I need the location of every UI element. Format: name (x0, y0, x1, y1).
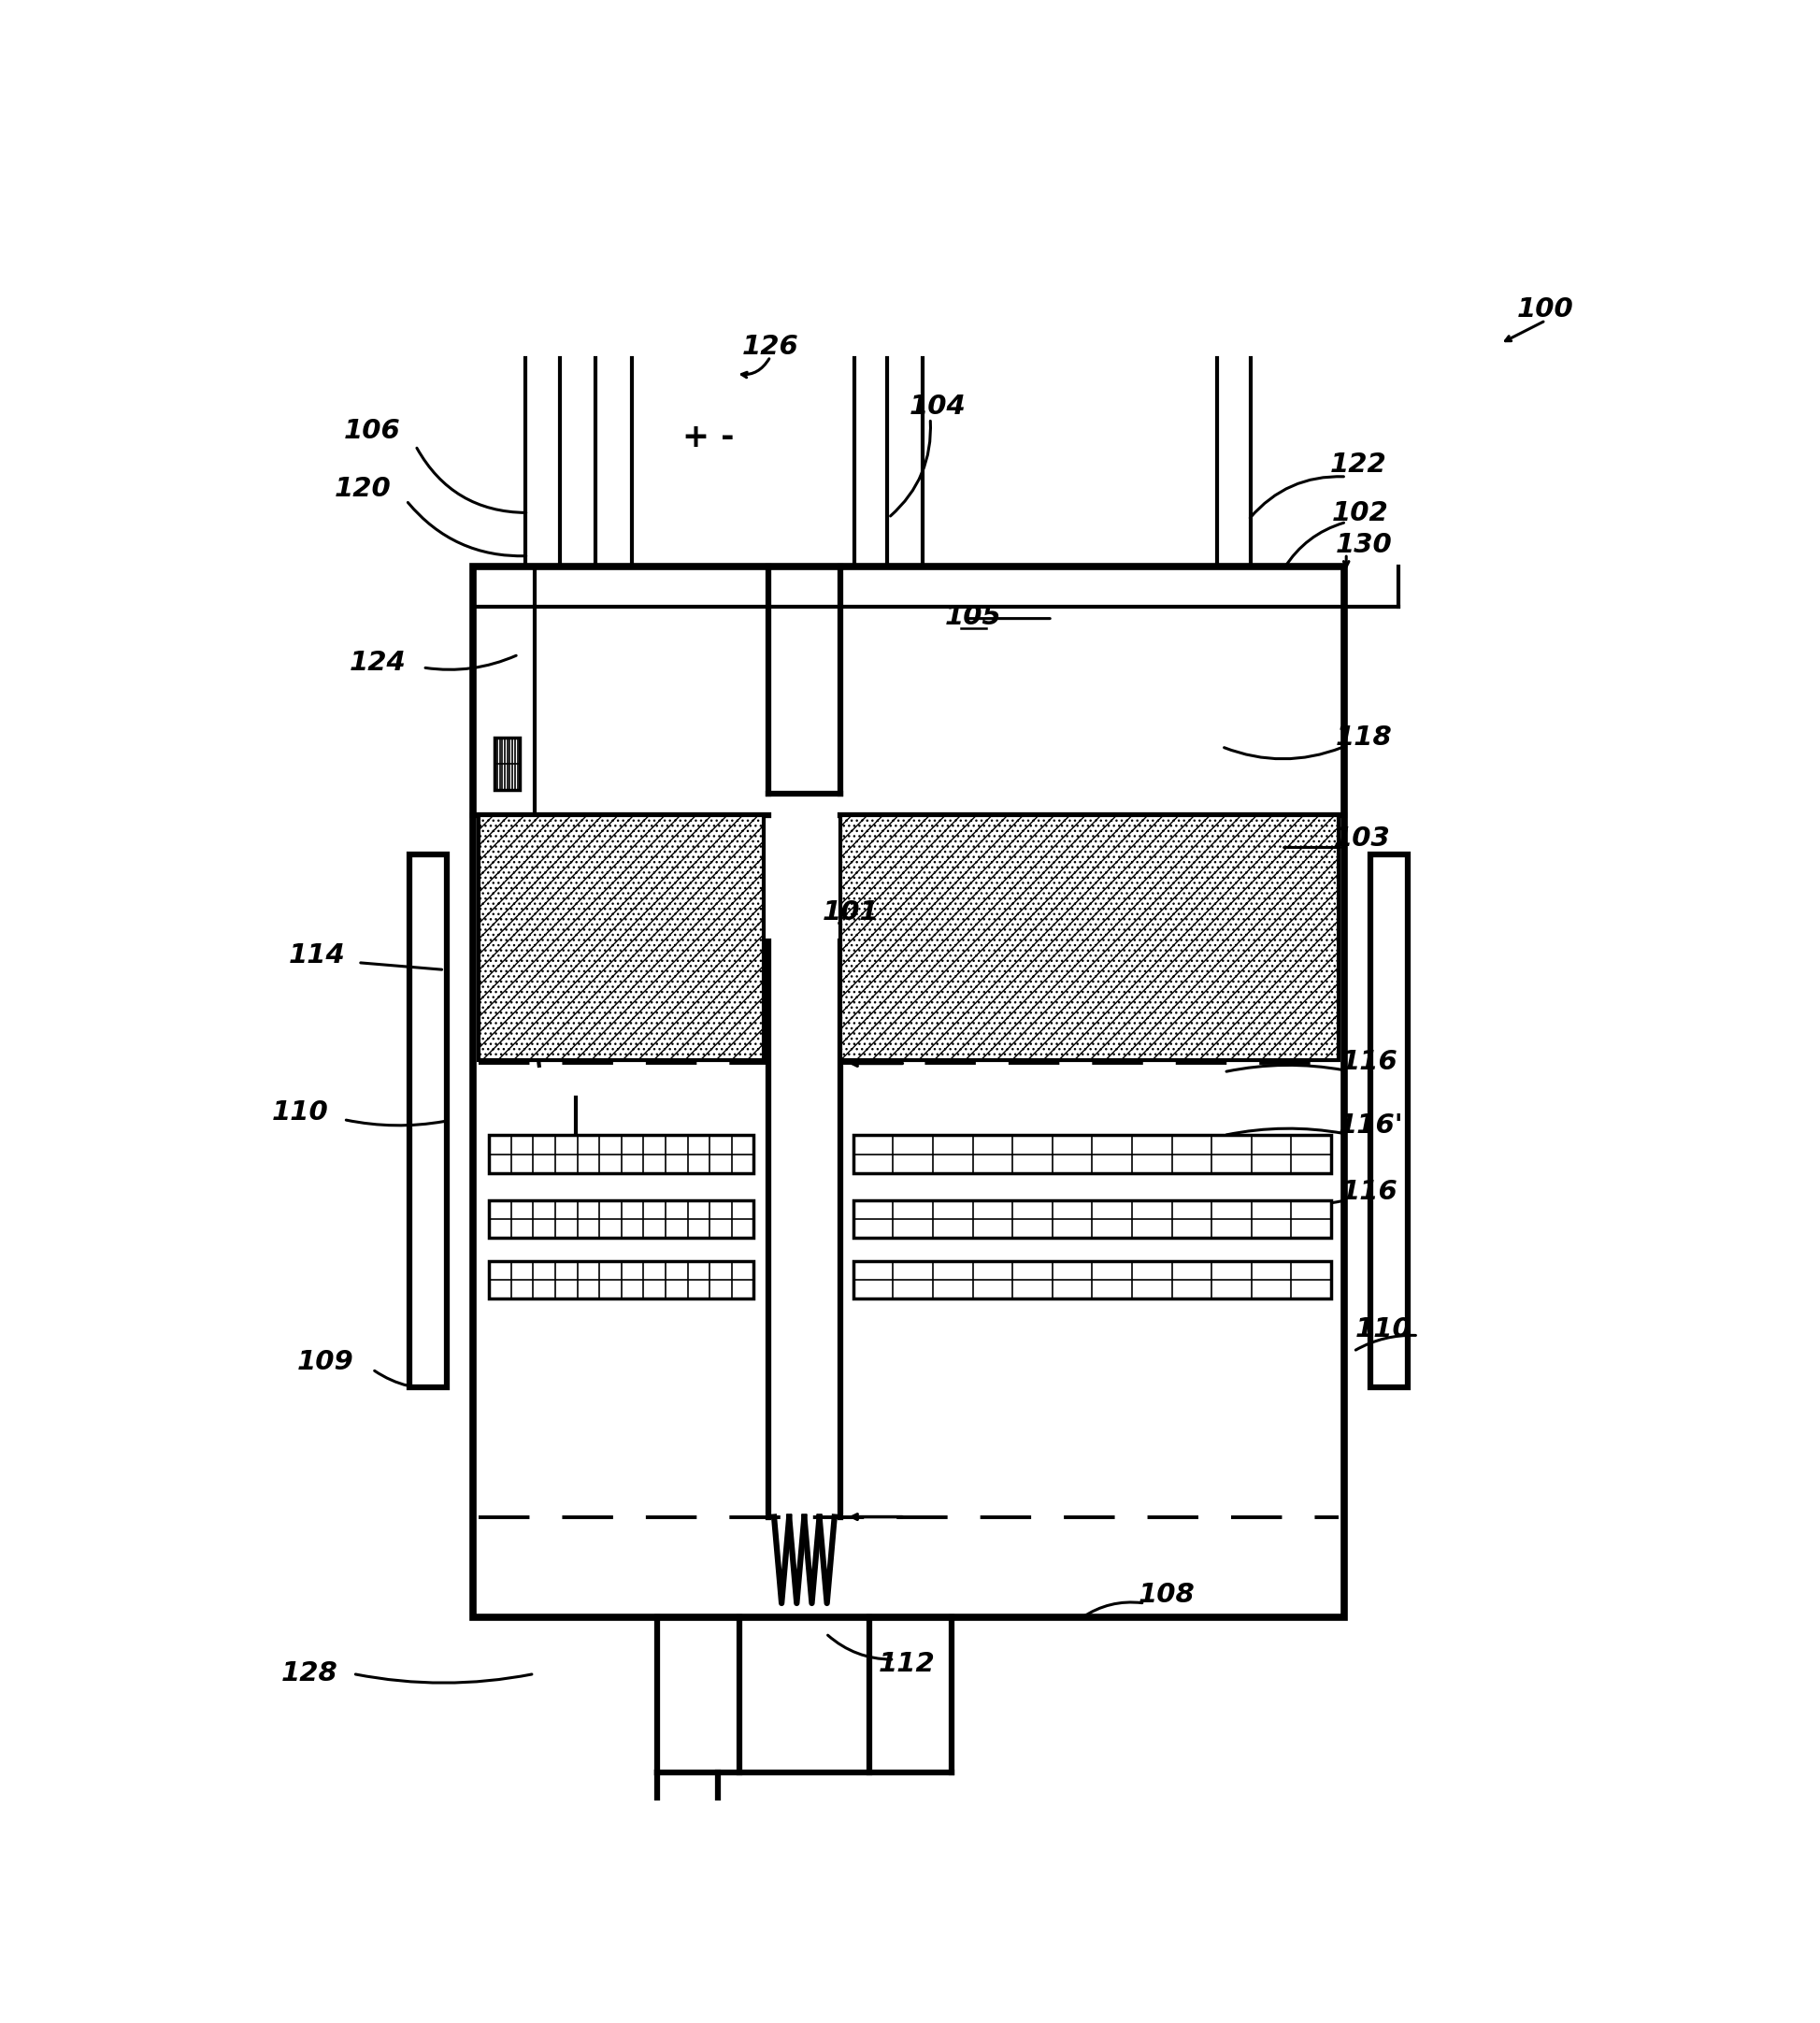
Text: 122: 122 (1330, 451, 1387, 477)
Text: 109: 109 (297, 1349, 355, 1376)
Bar (490, 1135, 753, 1173)
Text: 114: 114 (289, 943, 346, 969)
Text: 108: 108 (1138, 1582, 1194, 1608)
Bar (479, 815, 764, 1060)
Text: 100: 100 (1518, 295, 1574, 322)
Text: 118: 118 (1336, 724, 1392, 751)
Bar (490, 1200, 753, 1238)
Text: 126: 126 (743, 334, 799, 360)
Bar (409, 854, 448, 1388)
Text: 130: 130 (1336, 532, 1392, 558)
Text: 110: 110 (1356, 1317, 1412, 1343)
Text: + -: + - (682, 421, 735, 453)
Text: 106: 106 (344, 419, 400, 445)
Text: 120: 120 (335, 475, 391, 502)
Bar (490, 1260, 753, 1299)
Text: 101: 101 (823, 898, 879, 925)
Bar (854, 1135, 1330, 1173)
Text: 116': 116' (1338, 1113, 1403, 1139)
Text: 110: 110 (271, 1098, 329, 1125)
Bar (473, 566, 1345, 1618)
Text: 124: 124 (349, 649, 406, 676)
Bar (854, 1260, 1330, 1299)
Bar (495, 738, 521, 789)
Text: 128: 128 (282, 1661, 339, 1687)
Text: 116: 116 (1341, 1179, 1398, 1204)
Text: 104: 104 (908, 394, 966, 421)
Text: 102: 102 (1332, 500, 1389, 526)
Bar (854, 1200, 1330, 1238)
Text: 112: 112 (879, 1651, 935, 1677)
Bar (1370, 854, 1407, 1388)
Text: 103: 103 (1334, 825, 1390, 852)
Bar (841, 815, 1338, 1060)
Text: 105: 105 (945, 605, 1001, 629)
Text: 116: 116 (1341, 1048, 1398, 1074)
